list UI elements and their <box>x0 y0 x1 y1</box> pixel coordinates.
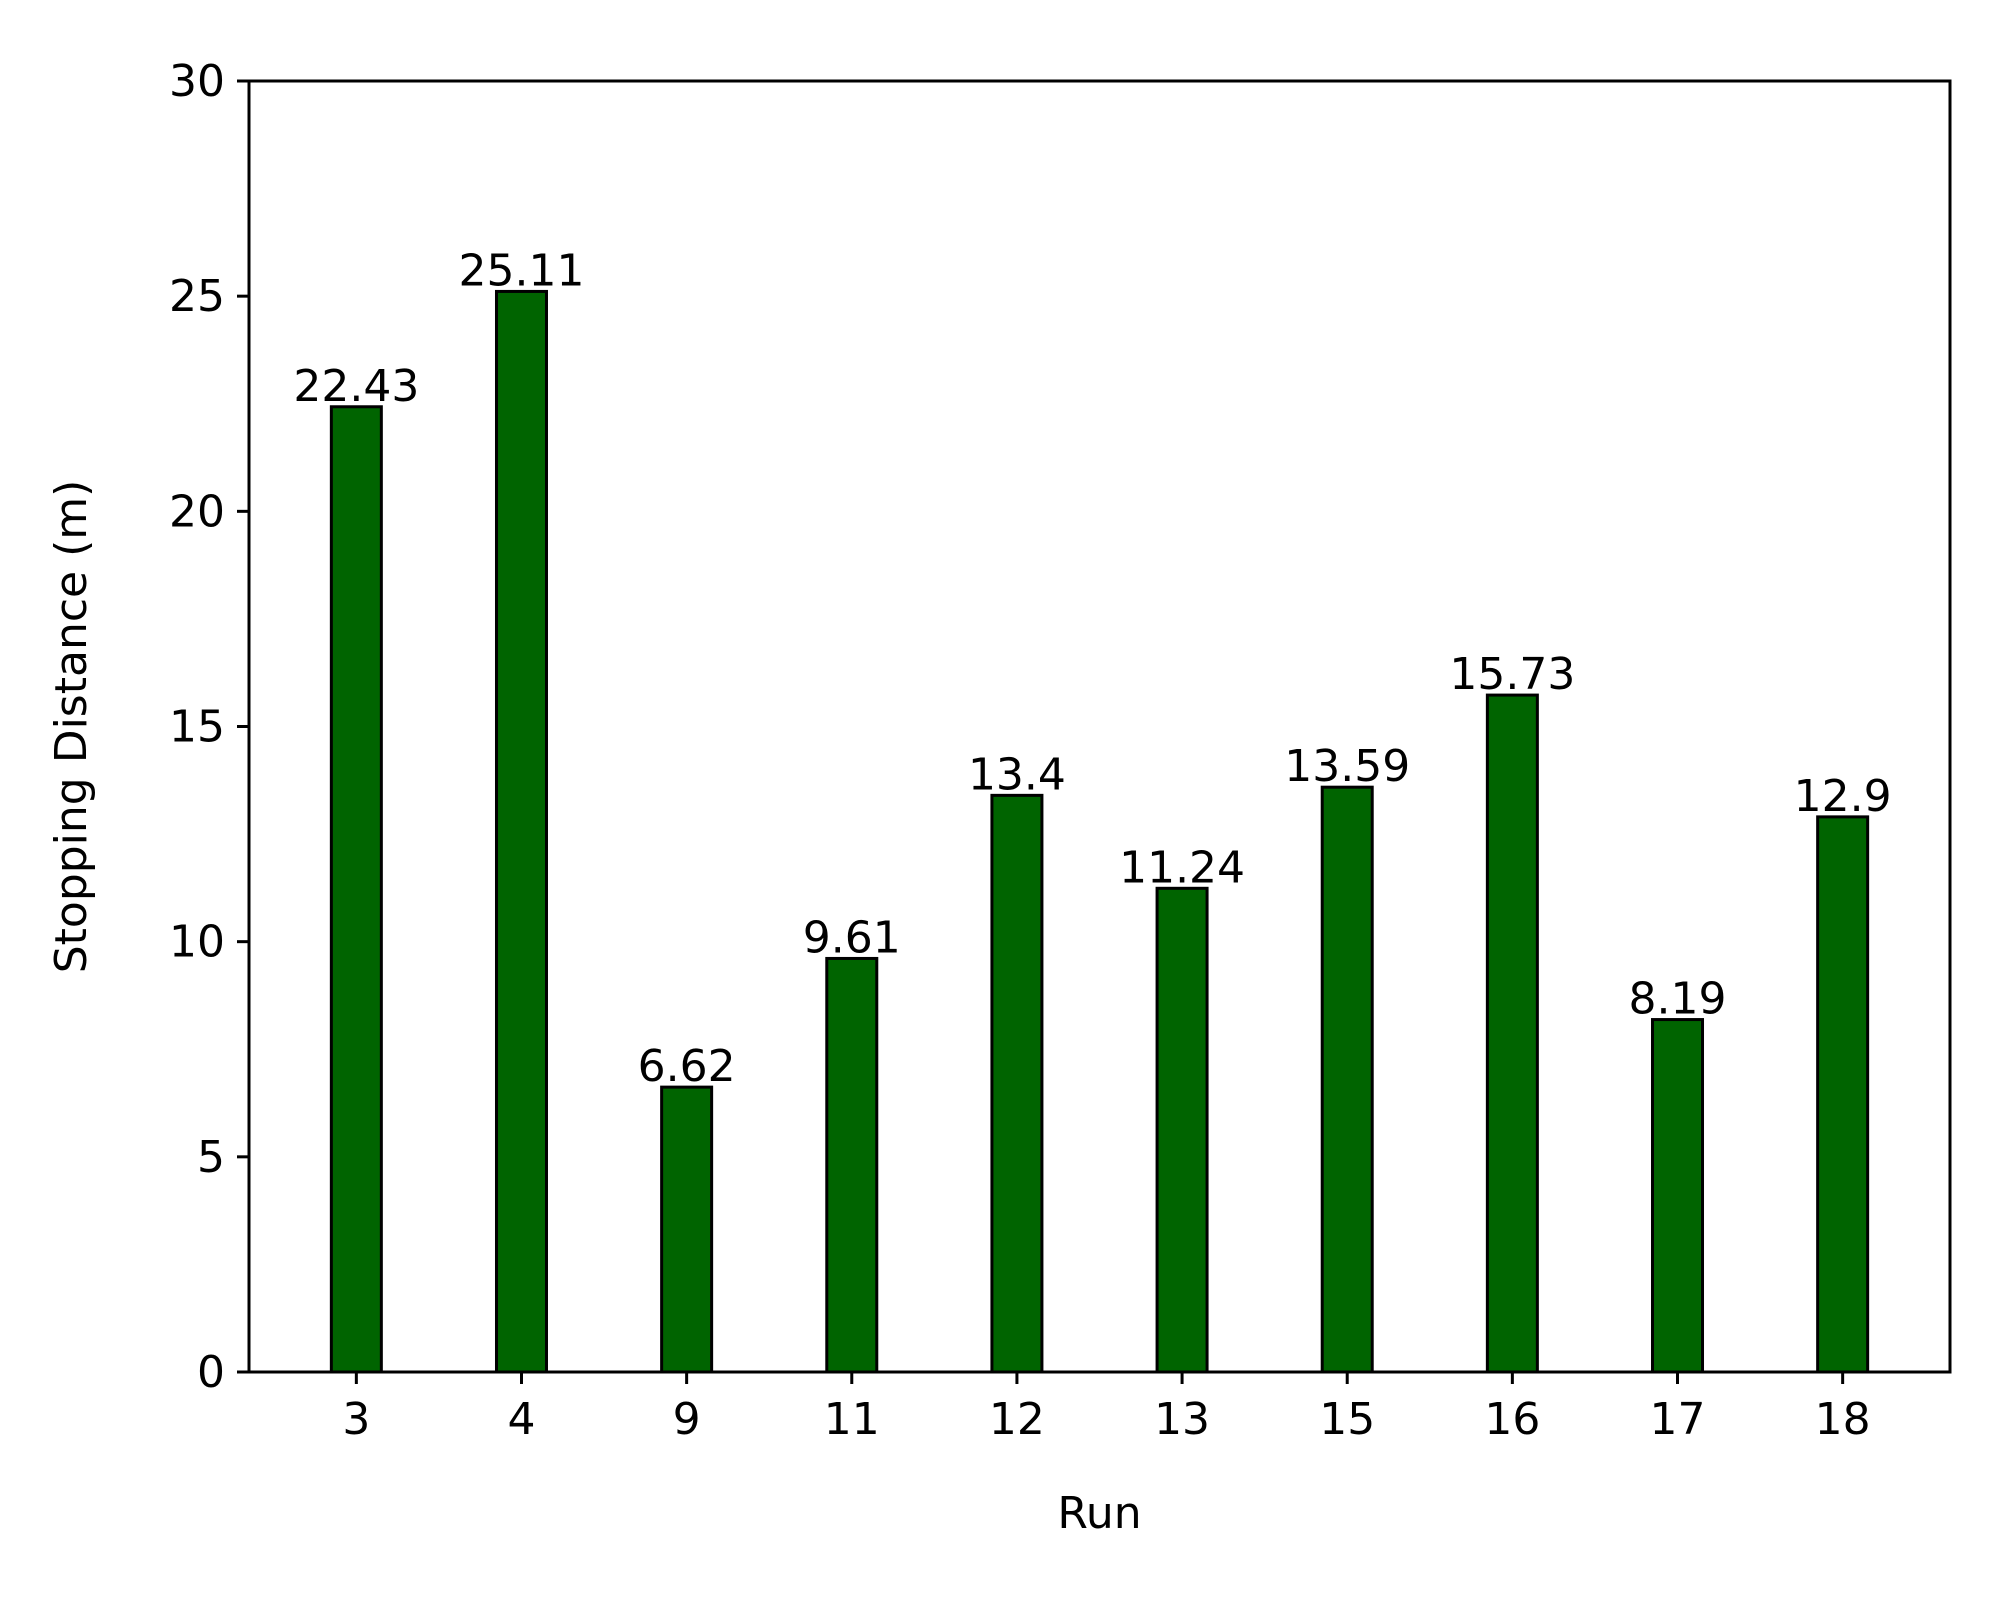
x-tick-label: 12 <box>989 1394 1045 1445</box>
y-axis-label: Stopping Distance (m) <box>46 480 97 974</box>
y-tick-label: 5 <box>197 1132 225 1183</box>
y-tick-label: 10 <box>169 917 225 968</box>
y-tick-label: 0 <box>197 1347 225 1398</box>
data-label-run-17: 8.19 <box>1629 974 1727 1025</box>
x-tick-label: 9 <box>673 1394 701 1445</box>
data-label-run-11: 9.61 <box>803 912 901 963</box>
bar-run-13 <box>1155 886 1209 1374</box>
plot-frame <box>247 79 1952 1374</box>
x-axis-label: Run <box>1057 1488 1141 1539</box>
data-label-run-4: 25.11 <box>459 245 585 296</box>
x-axis-ticks: 3 4 9 11 12 13 15 16 17 18 <box>342 1372 1871 1445</box>
bar-run-17 <box>1651 1018 1705 1374</box>
y-tick-label: 20 <box>169 486 225 537</box>
y-axis-ticks: 0 5 10 15 20 25 30 <box>169 56 249 1398</box>
bar-run-15 <box>1320 785 1374 1374</box>
data-label-run-3: 22.43 <box>293 361 419 412</box>
y-tick-label: 15 <box>169 702 225 753</box>
data-label-run-12: 13.4 <box>968 749 1066 800</box>
x-tick-label: 17 <box>1650 1394 1706 1445</box>
data-label-run-15: 13.59 <box>1284 741 1410 792</box>
x-tick-label: 13 <box>1154 1394 1210 1445</box>
bar-run-3 <box>329 405 383 1374</box>
bar-run-16 <box>1485 693 1539 1374</box>
bar-run-18 <box>1816 815 1870 1374</box>
data-label-run-18: 12.9 <box>1794 771 1892 822</box>
bars-layer: 22.43 25.11 6.62 9.61 13.4 11.24 13.59 15.73 8.1… <box>293 245 1892 1374</box>
data-label-run-13: 11.24 <box>1119 842 1245 893</box>
y-tick-label: 25 <box>169 271 225 322</box>
x-tick-label: 4 <box>507 1394 535 1445</box>
x-tick-label: 15 <box>1319 1394 1375 1445</box>
bar-run-12 <box>990 793 1044 1374</box>
data-label-run-16: 15.73 <box>1449 649 1575 700</box>
x-tick-label: 16 <box>1484 1394 1540 1445</box>
bar-run-4 <box>494 289 548 1374</box>
bar-run-11 <box>825 956 879 1374</box>
bar-run-9 <box>660 1085 714 1374</box>
x-tick-label: 3 <box>342 1394 370 1445</box>
data-label-run-9: 6.62 <box>638 1041 736 1092</box>
x-tick-label: 18 <box>1815 1394 1871 1445</box>
x-tick-label: 11 <box>824 1394 880 1445</box>
y-tick-label: 30 <box>169 56 225 107</box>
